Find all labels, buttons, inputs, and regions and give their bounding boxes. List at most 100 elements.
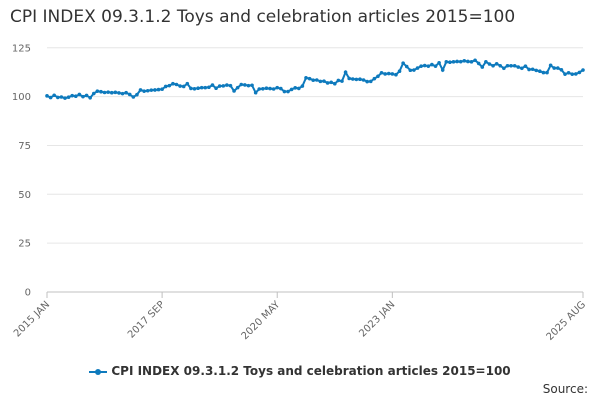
legend[interactable]: CPI INDEX 09.3.1.2 Toys and celebration … <box>0 364 600 378</box>
data-point <box>160 87 164 91</box>
data-point <box>246 83 251 88</box>
data-point <box>516 65 521 69</box>
data-point <box>563 72 567 76</box>
data-point <box>545 70 549 75</box>
data-point <box>235 85 240 90</box>
data-point <box>415 66 420 70</box>
data-point <box>228 83 233 88</box>
data-point <box>566 70 571 75</box>
data-point <box>181 84 186 89</box>
gridlines <box>47 47 583 293</box>
legend-label: CPI INDEX 09.3.1.2 Toys and celebration … <box>111 364 511 378</box>
data-point <box>268 86 272 91</box>
data-point <box>376 74 380 79</box>
data-point <box>45 94 49 98</box>
data-point <box>145 88 150 93</box>
data-point <box>419 64 423 68</box>
data-point <box>113 90 118 95</box>
data-point <box>487 62 492 66</box>
data-point <box>332 81 337 86</box>
data-point <box>512 63 517 68</box>
data-point <box>523 64 528 68</box>
data-point <box>214 86 218 91</box>
data-point <box>386 71 391 76</box>
legend-swatch <box>89 368 108 376</box>
data-point <box>325 81 330 85</box>
data-point <box>466 59 470 64</box>
data-point <box>81 94 85 99</box>
x-tick-label: 2025 AUG <box>545 299 589 343</box>
data-point <box>315 78 319 82</box>
data-point <box>304 76 308 80</box>
data-point <box>73 94 78 99</box>
data-point <box>232 89 236 93</box>
source-label: Source: <box>542 382 588 396</box>
data-point <box>574 72 578 76</box>
data-point <box>426 64 431 68</box>
data-point <box>189 86 193 91</box>
data-point <box>322 79 326 83</box>
data-point <box>480 65 485 69</box>
data-point <box>440 68 445 72</box>
data-point <box>135 92 139 97</box>
data-point <box>552 66 557 70</box>
data-point <box>120 91 125 96</box>
data-point <box>300 84 305 88</box>
data-point <box>520 66 524 71</box>
data-point <box>52 93 56 98</box>
y-tick-label: 0 <box>25 288 31 299</box>
data-point <box>271 87 276 91</box>
data-point <box>70 93 74 98</box>
data-point <box>297 86 301 91</box>
data-point <box>530 67 535 72</box>
data-point <box>91 91 96 96</box>
data-point <box>149 88 154 92</box>
data-point <box>430 62 434 67</box>
data-point <box>261 87 265 91</box>
data-point <box>372 76 377 81</box>
x-axis: 2015 JAN 2017 SEP 2020 MAY 2023 JAN 2025 AUG <box>12 291 589 343</box>
data-point <box>48 95 53 100</box>
data-point <box>142 89 146 93</box>
data-point <box>171 81 175 86</box>
data-point <box>203 85 208 90</box>
data-point <box>153 88 157 92</box>
data-point <box>210 83 215 87</box>
data-point <box>66 95 71 99</box>
data-point <box>264 86 269 91</box>
data-point <box>538 69 542 74</box>
x-tick-label: 2020 MAY <box>240 299 283 342</box>
data-point <box>178 84 182 88</box>
data-point <box>534 68 539 73</box>
data-point <box>99 89 103 94</box>
data-point <box>109 90 114 95</box>
data-point <box>156 87 161 92</box>
data-point <box>253 90 258 95</box>
data-point <box>437 61 441 65</box>
data-point <box>368 79 373 84</box>
data-point <box>556 66 560 70</box>
chart-title: CPI INDEX 09.3.1.2 Toys and celebration … <box>10 7 516 27</box>
data-point <box>221 84 226 88</box>
data-point <box>408 68 413 73</box>
data-point <box>243 83 247 87</box>
data-point <box>117 91 121 95</box>
data-point <box>55 95 60 100</box>
data-point <box>167 83 172 88</box>
data-point <box>350 77 355 81</box>
y-tick-label: 100 <box>12 92 31 103</box>
data-point <box>358 77 362 82</box>
data-point <box>192 87 197 91</box>
data-point <box>541 70 546 75</box>
data-point <box>336 78 341 83</box>
data-point <box>199 85 204 90</box>
data-point <box>455 59 459 64</box>
data-point <box>527 67 531 72</box>
data-point <box>84 93 89 98</box>
y-axis-ticks: 0 25 50 75 100 125 <box>12 43 31 298</box>
data-point <box>365 79 369 84</box>
data-point <box>59 95 64 99</box>
data-point <box>207 85 211 90</box>
data-point <box>138 88 143 92</box>
data-point <box>289 87 294 92</box>
